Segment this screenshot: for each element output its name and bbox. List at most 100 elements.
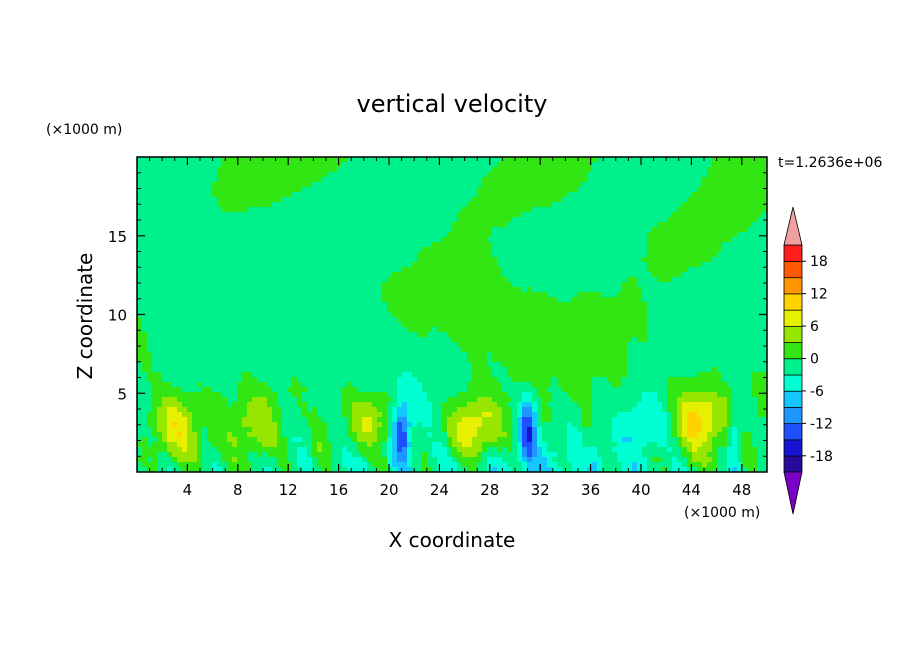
field-cell xyxy=(747,297,753,303)
field-cell xyxy=(472,182,478,188)
field-cell xyxy=(217,207,223,213)
field-cell xyxy=(407,292,413,298)
field-cell xyxy=(692,322,698,328)
field-cell xyxy=(647,167,653,173)
field-cell xyxy=(617,342,623,348)
field-cell xyxy=(312,337,318,343)
field-cell xyxy=(622,232,628,238)
field-cell xyxy=(457,162,463,168)
field-cell xyxy=(497,337,503,343)
field-cell xyxy=(297,317,303,323)
field-cell xyxy=(537,182,543,188)
field-cell xyxy=(397,227,403,233)
field-cell xyxy=(252,237,258,243)
field-cell xyxy=(287,337,293,343)
field-cell xyxy=(442,177,448,183)
field-cell xyxy=(402,172,408,178)
field-cell xyxy=(262,347,268,353)
field-cell xyxy=(522,227,528,233)
field-cell xyxy=(352,297,358,303)
field-cell xyxy=(532,197,538,203)
field-cell xyxy=(172,227,178,233)
field-cell xyxy=(687,217,693,223)
field-cell xyxy=(747,267,753,273)
field-cell xyxy=(452,317,458,323)
field-cell xyxy=(702,242,708,248)
field-cell xyxy=(232,197,238,203)
field-cell xyxy=(197,262,203,268)
field-cell xyxy=(517,297,523,303)
field-cell xyxy=(267,302,273,308)
field-cell xyxy=(442,332,448,338)
field-cell xyxy=(567,312,573,318)
field-cell xyxy=(552,272,558,278)
field-cell xyxy=(452,177,458,183)
field-cell xyxy=(207,297,213,303)
field-cell xyxy=(252,347,258,353)
field-cell xyxy=(267,337,273,343)
field-cell xyxy=(387,177,393,183)
field-cell xyxy=(707,182,713,188)
field-cell xyxy=(282,202,288,208)
field-cell xyxy=(492,317,498,323)
field-cell xyxy=(552,302,558,308)
field-cell xyxy=(427,327,433,333)
field-cell xyxy=(277,307,283,313)
field-cell xyxy=(347,202,353,208)
field-cell xyxy=(427,307,433,313)
field-cell xyxy=(427,227,433,233)
field-cell xyxy=(272,307,278,313)
field-cell xyxy=(137,212,143,218)
field-cell xyxy=(492,332,498,338)
field-cell xyxy=(157,162,163,168)
field-cell xyxy=(367,257,373,263)
field-cell xyxy=(252,322,258,328)
field-cell xyxy=(222,172,228,178)
field-cell xyxy=(292,297,298,303)
field-cell xyxy=(412,352,418,358)
field-cell xyxy=(427,287,433,293)
field-cell xyxy=(552,257,558,263)
field-cell xyxy=(467,217,473,223)
field-cell xyxy=(502,277,508,283)
field-cell xyxy=(372,277,378,283)
field-cell xyxy=(517,182,523,188)
field-cell xyxy=(732,347,738,353)
field-cell xyxy=(537,222,543,228)
field-cell xyxy=(397,242,403,248)
field-cell xyxy=(682,207,688,213)
field-cell xyxy=(692,192,698,198)
field-cell xyxy=(477,292,483,298)
field-cell xyxy=(672,332,678,338)
field-cell xyxy=(642,157,648,163)
field-cell xyxy=(727,337,733,343)
field-cell xyxy=(692,317,698,323)
field-cell xyxy=(367,272,373,278)
field-cell xyxy=(647,177,653,183)
field-cell xyxy=(582,212,588,218)
field-cell xyxy=(757,322,763,328)
field-cell xyxy=(557,242,563,248)
field-cell xyxy=(412,312,418,318)
field-cell xyxy=(257,292,263,298)
field-cell xyxy=(597,247,603,253)
field-cell xyxy=(477,157,483,163)
field-cell xyxy=(177,332,183,338)
field-cell xyxy=(197,177,203,183)
field-cell xyxy=(587,342,593,348)
field-cell xyxy=(517,272,523,278)
field-cell xyxy=(372,282,378,288)
field-cell xyxy=(542,297,548,303)
field-cell xyxy=(467,167,473,173)
field-cell xyxy=(602,242,608,248)
field-cell xyxy=(172,272,178,278)
field-cell xyxy=(482,177,488,183)
field-cell xyxy=(152,227,158,233)
field-cell xyxy=(562,312,568,318)
field-cell xyxy=(577,262,583,268)
field-cell xyxy=(532,162,538,168)
field-cell xyxy=(582,272,588,278)
field-cell xyxy=(747,167,753,173)
field-cell xyxy=(172,172,178,178)
field-cell xyxy=(547,282,553,288)
